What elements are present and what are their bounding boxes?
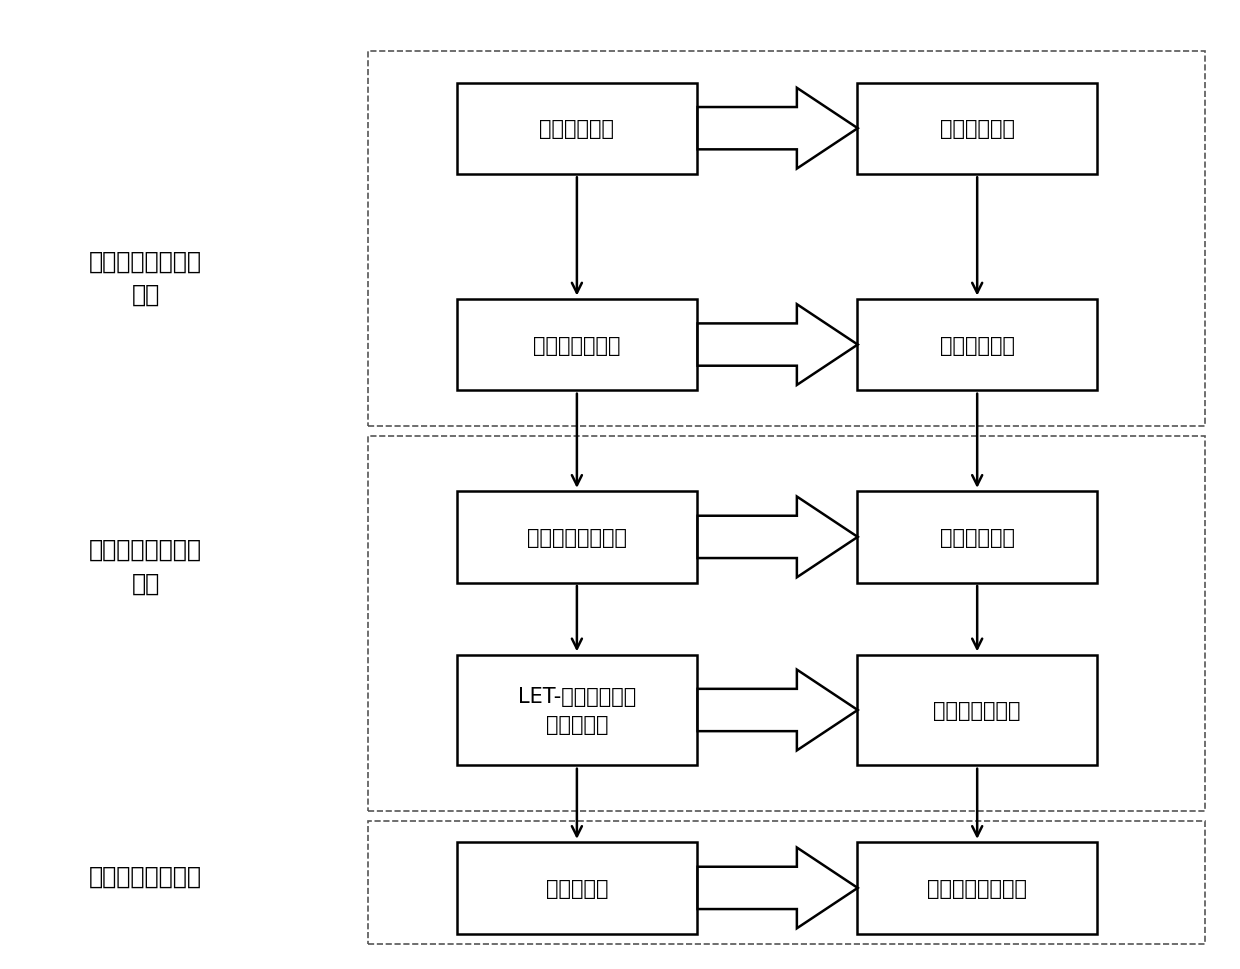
Text: 自适应函数建模: 自适应函数建模 [934,701,1021,720]
Bar [367,821,1205,944]
FancyBboxPatch shape [456,83,697,174]
Polygon shape [698,497,858,578]
Text: 基准数据采集: 基准数据采集 [940,335,1014,356]
Text: 阶段一：基准数据
获取: 阶段一：基准数据 获取 [89,249,202,306]
Text: 测试对象建立: 测试对象建立 [940,119,1014,139]
Bar [367,436,1205,811]
FancyBboxPatch shape [857,655,1097,766]
Text: 中断截面数据获取: 中断截面数据获取 [928,878,1027,898]
FancyBboxPatch shape [857,491,1097,583]
FancyBboxPatch shape [456,842,697,933]
Text: 功能中断频率函数: 功能中断频率函数 [527,527,627,547]
Polygon shape [698,670,858,751]
FancyBboxPatch shape [456,491,697,583]
Text: 阶段二：拟合模型
建模: 阶段二：拟合模型 建模 [89,538,202,595]
Text: 阶段三：数据拟合: 阶段三：数据拟合 [89,863,202,888]
FancyBboxPatch shape [857,83,1097,174]
FancyBboxPatch shape [857,299,1097,391]
Polygon shape [698,848,858,928]
FancyBboxPatch shape [456,655,697,766]
Text: 单粒子辐照试验: 单粒子辐照试验 [533,335,621,356]
Text: 自适应拟合: 自适应拟合 [546,878,608,898]
Polygon shape [698,305,858,386]
Text: LET-功能中断截面
自适应函数: LET-功能中断截面 自适应函数 [518,686,636,735]
Text: 等价函数建模: 等价函数建模 [940,527,1014,547]
Text: 试验系统构建: 试验系统构建 [539,119,614,139]
Polygon shape [698,89,858,170]
Bar [367,52,1205,427]
FancyBboxPatch shape [456,299,697,391]
FancyBboxPatch shape [857,842,1097,933]
